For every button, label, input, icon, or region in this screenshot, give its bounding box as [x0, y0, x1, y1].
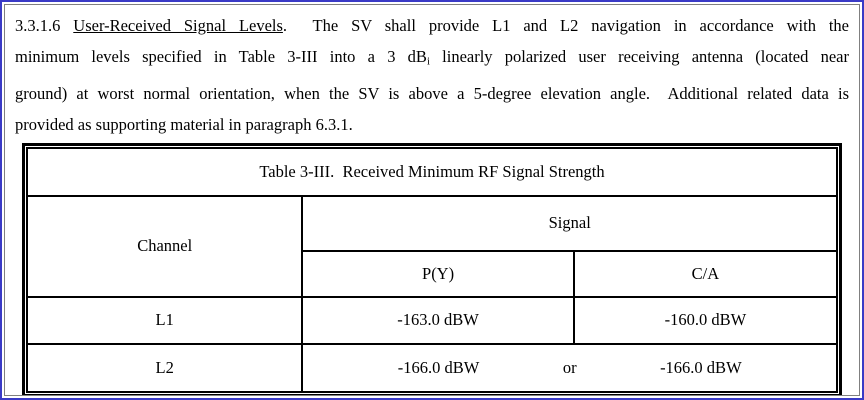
cell-l2-py: -166.0 dBW	[397, 357, 480, 377]
l2-merged-values: -166.0 dBW or -166.0 dBW	[307, 358, 832, 378]
section-heading: User-Received Signal Levels	[73, 16, 283, 35]
dbi-subscript: i	[426, 55, 430, 68]
or-conjunction: or	[562, 357, 577, 377]
text-box-frame: 3.3.1.6 User-Received Signal Levels. The…	[4, 4, 860, 396]
header-channel: Channel	[25, 194, 304, 298]
table-row-l1: L1 -163.0 dBW -160.0 dBW	[25, 295, 839, 345]
paragraph-text: . The SV shall provide L1 and L2 navigat…	[282, 16, 850, 35]
header-py: P(Y)	[301, 249, 575, 298]
paragraph-text: ground) at worst normal orientation, whe…	[15, 83, 849, 103]
cell-l1-ca: -160.0 dBW	[572, 295, 839, 345]
table-header-row-2: P(Y) C/A	[27, 249, 839, 298]
signal-strength-table: Table 3-III. Received Minimum RF Signal …	[25, 146, 839, 393]
table-title-row: Table 3-III. Received Minimum RF Signal …	[26, 146, 838, 197]
paragraph-line-4: provided as supporting material in parag…	[15, 109, 849, 140]
cell-l1-py: -163.0 dBW	[301, 295, 575, 345]
table-3-iii: Table 3-III. Received Minimum RF Signal …	[22, 142, 842, 395]
table-header-row-1: Channel Signal	[25, 194, 838, 298]
header-signal: Signal	[301, 194, 838, 252]
paragraph-line-3: ground) at worst normal orientation, whe…	[15, 78, 849, 109]
cell-l2-signal: -166.0 dBW or -166.0 dBW	[301, 342, 838, 393]
cell-l2-ca: -166.0 dBW	[660, 357, 742, 377]
header-ca: C/A	[572, 249, 839, 298]
paragraph-text: provided as supporting material in parag…	[15, 114, 353, 134]
paragraph-line-2: minimum levels specified in Table 3-III …	[15, 41, 849, 78]
paragraph-text: minimum levels specified in Table 3-III …	[15, 47, 427, 66]
paragraph-line-1: 3.3.1.6 User-Received Signal Levels. The…	[15, 10, 849, 41]
section-number: 3.3.1.6	[15, 16, 74, 35]
paragraph-3316: 3.3.1.6 User-Received Signal Levels. The…	[13, 8, 851, 140]
cell-l1-channel: L1	[25, 295, 304, 345]
table-row-l2: L2 -166.0 dBW or -166.0 dBW	[25, 342, 838, 393]
paragraph-text: linearly polarized user receiving antenn…	[429, 47, 849, 66]
table-title: Table 3-III. Received Minimum RF Signal …	[26, 146, 838, 197]
cell-l2-channel: L2	[25, 342, 304, 393]
